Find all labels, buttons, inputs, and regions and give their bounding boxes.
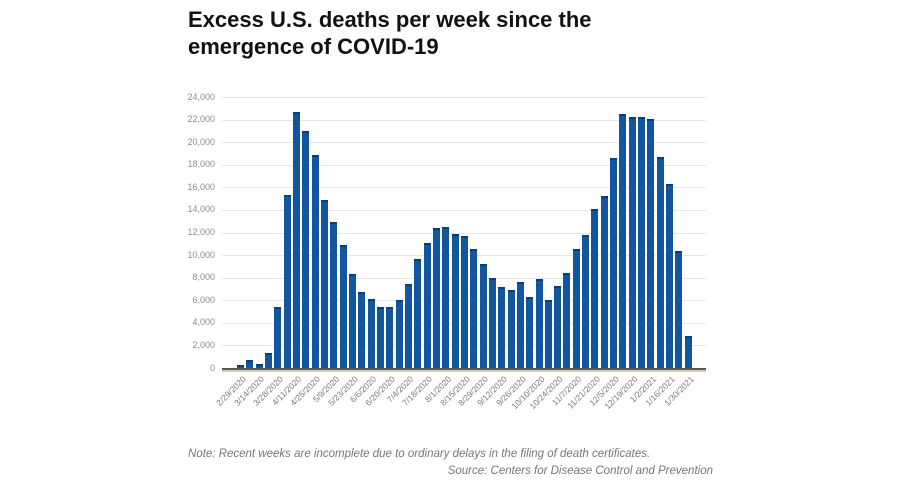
bar-5/2/2020 bbox=[320, 199, 328, 368]
bar-11/21/2020 bbox=[591, 208, 599, 368]
chart-note: Note: Recent weeks are incomplete due to… bbox=[188, 448, 651, 460]
y-axis-tick-label: 20,000 bbox=[187, 136, 215, 147]
bar-4/18/2020 bbox=[302, 130, 310, 368]
bar-3/7/2020 bbox=[246, 360, 254, 368]
bar-6/6/2020 bbox=[367, 299, 375, 368]
x-axis-line bbox=[222, 368, 706, 370]
gridline bbox=[222, 164, 706, 166]
bar-1/30/2021 bbox=[684, 336, 692, 368]
bar-6/27/2020 bbox=[395, 300, 403, 368]
bar-12/12/2020 bbox=[619, 113, 627, 368]
bar-9/12/2020 bbox=[498, 286, 506, 368]
y-axis-tick-label: 6,000 bbox=[192, 294, 215, 305]
y-axis-tick-label: 14,000 bbox=[187, 204, 215, 215]
bar-9/26/2020 bbox=[516, 282, 524, 368]
bar-series bbox=[237, 97, 692, 368]
bar-7/25/2020 bbox=[432, 228, 440, 368]
bar-4/4/2020 bbox=[283, 195, 291, 368]
chart-title: Excess U.S. deaths per week since the em… bbox=[188, 7, 592, 59]
x-axis-shadow bbox=[222, 370, 706, 372]
gridline bbox=[222, 97, 706, 98]
bar-6/13/2020 bbox=[376, 307, 384, 368]
bar-7/18/2020 bbox=[423, 242, 431, 368]
bar-7/11/2020 bbox=[414, 258, 422, 368]
bar-8/8/2020 bbox=[451, 233, 459, 368]
bar-5/23/2020 bbox=[348, 274, 356, 368]
bar-8/22/2020 bbox=[470, 249, 478, 368]
y-axis-tick-label: 22,000 bbox=[187, 114, 215, 125]
bar-1/23/2021 bbox=[675, 250, 683, 368]
bar-5/30/2020 bbox=[358, 292, 366, 368]
bar-10/17/2020 bbox=[544, 300, 552, 368]
bar-8/15/2020 bbox=[460, 235, 468, 368]
y-axis-tick-label: 0 bbox=[209, 362, 215, 373]
bar-1/9/2021 bbox=[656, 156, 664, 368]
bar-4/25/2020 bbox=[311, 154, 319, 368]
bar-5/9/2020 bbox=[330, 222, 338, 368]
y-axis-tick-label: 10,000 bbox=[187, 249, 215, 260]
bar-11/28/2020 bbox=[600, 196, 608, 368]
bar-2/29/2020 bbox=[237, 364, 244, 368]
gridline bbox=[222, 209, 706, 211]
bar-9/19/2020 bbox=[507, 290, 515, 368]
bar-3/14/2020 bbox=[255, 363, 263, 368]
bar-8/1/2020 bbox=[442, 226, 450, 368]
y-axis-tick-label: 2,000 bbox=[192, 339, 215, 350]
bar-11/14/2020 bbox=[582, 234, 590, 368]
bar-3/28/2020 bbox=[274, 307, 282, 368]
bar-12/5/2020 bbox=[610, 158, 618, 368]
y-axis-tick-label: 8,000 bbox=[192, 272, 215, 283]
chart-source: Source: Centers for Disease Control and … bbox=[447, 465, 713, 477]
bar-10/10/2020 bbox=[535, 278, 543, 368]
bar-10/31/2020 bbox=[563, 273, 571, 368]
gridline bbox=[222, 232, 706, 234]
bar-1/2/2021 bbox=[647, 118, 655, 368]
bar-10/24/2020 bbox=[554, 285, 562, 368]
bar-3/21/2020 bbox=[264, 353, 272, 368]
y-axis-tick-label: 4,000 bbox=[192, 317, 215, 328]
y-axis-tick-label: 12,000 bbox=[187, 227, 215, 237]
bar-12/19/2020 bbox=[628, 117, 636, 368]
y-axis-tick-label: 24,000 bbox=[187, 91, 215, 102]
gridline bbox=[222, 119, 706, 121]
bar-12/26/2020 bbox=[638, 117, 646, 368]
bar-7/4/2020 bbox=[404, 284, 412, 368]
bar-8/29/2020 bbox=[479, 264, 487, 368]
bar-1/16/2021 bbox=[666, 183, 674, 368]
y-axis-tick-label: 18,000 bbox=[187, 159, 215, 170]
bar-4/11/2020 bbox=[292, 111, 300, 368]
bar-10/3/2020 bbox=[526, 296, 534, 368]
bar-11/7/2020 bbox=[572, 249, 580, 368]
gridline bbox=[222, 142, 706, 144]
y-axis-tick-label: 16,000 bbox=[187, 181, 215, 192]
bar-9/5/2020 bbox=[488, 277, 496, 368]
bar-5/16/2020 bbox=[339, 244, 347, 368]
gridline bbox=[222, 187, 706, 189]
bar-6/20/2020 bbox=[386, 307, 394, 368]
